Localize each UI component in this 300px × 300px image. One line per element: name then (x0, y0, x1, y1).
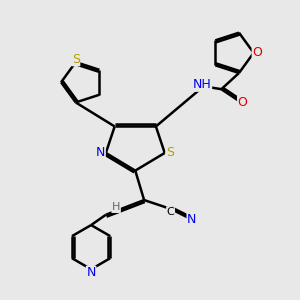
Text: NH: NH (193, 78, 212, 91)
Text: N: N (96, 146, 105, 159)
Text: N: N (86, 266, 96, 279)
Text: S: S (72, 53, 80, 66)
Text: S: S (166, 146, 174, 159)
Text: O: O (252, 46, 262, 59)
Text: C: C (167, 207, 175, 217)
Text: H: H (112, 202, 120, 212)
Text: O: O (238, 96, 248, 109)
Text: N: N (187, 213, 196, 226)
